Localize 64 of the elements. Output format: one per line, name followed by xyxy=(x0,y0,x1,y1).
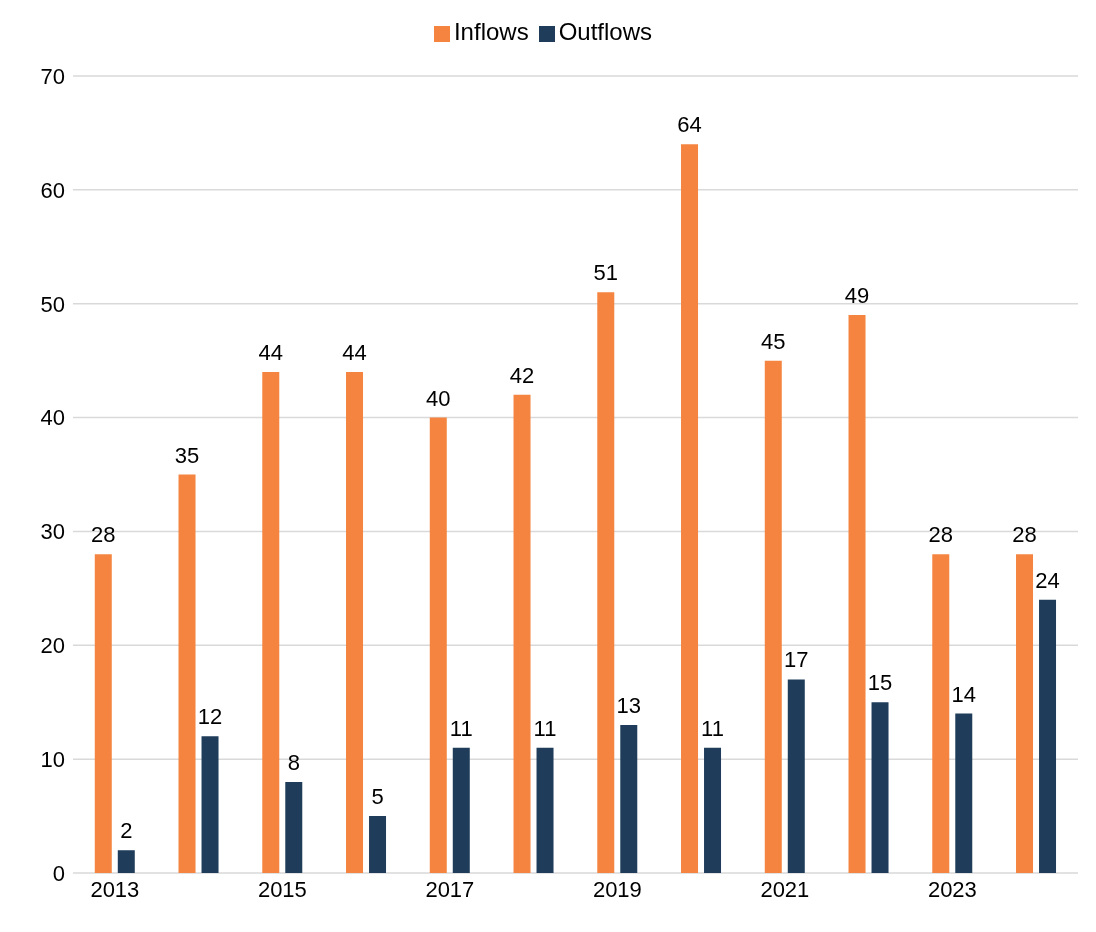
bar xyxy=(1039,599,1057,873)
x-tick-label: 2015 xyxy=(257,876,307,902)
x-tick-label: 2013 xyxy=(90,876,140,902)
data-label: 28 xyxy=(1012,522,1037,548)
legend-label: Outflows xyxy=(558,18,653,45)
bar xyxy=(955,713,973,873)
bar xyxy=(178,474,196,873)
bar xyxy=(201,736,219,873)
x-tick-label: 2019 xyxy=(592,876,642,902)
bar xyxy=(346,372,364,873)
bar xyxy=(932,554,950,873)
y-tick-label: 0 xyxy=(52,860,65,886)
bar xyxy=(704,747,722,873)
data-label: 35 xyxy=(174,442,200,468)
y-tick-label: 30 xyxy=(40,519,65,545)
bar xyxy=(513,394,531,873)
bar xyxy=(871,702,889,873)
data-label: 14 xyxy=(951,681,977,707)
data-label: 2 xyxy=(120,818,133,844)
data-label: 13 xyxy=(616,692,642,718)
data-label: 11 xyxy=(449,715,473,741)
y-tick-label: 20 xyxy=(40,633,65,659)
bar xyxy=(285,781,303,873)
data-label: 45 xyxy=(761,328,786,354)
data-label: 12 xyxy=(197,704,223,730)
data-label: 28 xyxy=(928,522,954,548)
y-tick-label: 40 xyxy=(40,405,65,431)
data-label: 28 xyxy=(91,522,116,548)
x-tick-label: 2023 xyxy=(927,876,977,902)
bar xyxy=(848,315,866,873)
bar xyxy=(429,417,447,873)
bar xyxy=(452,747,470,873)
data-label: 11 xyxy=(533,715,557,741)
data-label: 8 xyxy=(287,749,300,775)
y-tick-label: 70 xyxy=(40,63,65,89)
bar xyxy=(597,292,615,873)
data-label: 44 xyxy=(258,340,284,366)
legend-label: Inflows xyxy=(453,18,529,45)
bar xyxy=(1016,554,1034,873)
y-tick-label: 10 xyxy=(40,746,65,772)
bar xyxy=(764,360,782,873)
bar xyxy=(369,816,387,873)
data-label: 5 xyxy=(371,784,384,810)
data-label: 49 xyxy=(844,283,870,309)
data-label: 51 xyxy=(593,260,619,286)
bar xyxy=(117,850,135,873)
y-tick-label: 50 xyxy=(40,291,65,317)
data-label: 64 xyxy=(677,112,702,138)
data-label: 15 xyxy=(867,670,893,696)
bar xyxy=(94,554,112,873)
data-label: 11 xyxy=(701,715,724,741)
bar xyxy=(536,747,554,873)
data-label: 17 xyxy=(784,647,809,673)
data-label: 42 xyxy=(509,362,535,388)
bar xyxy=(262,372,280,873)
bar xyxy=(787,679,805,873)
data-label: 24 xyxy=(1035,567,1060,593)
data-label: 44 xyxy=(342,340,367,366)
x-tick-label: 2017 xyxy=(425,876,475,902)
y-tick-label: 60 xyxy=(40,177,65,203)
x-tick-label: 2021 xyxy=(760,876,810,902)
bar xyxy=(681,144,699,873)
data-label: 40 xyxy=(426,385,451,411)
bar xyxy=(620,724,638,873)
